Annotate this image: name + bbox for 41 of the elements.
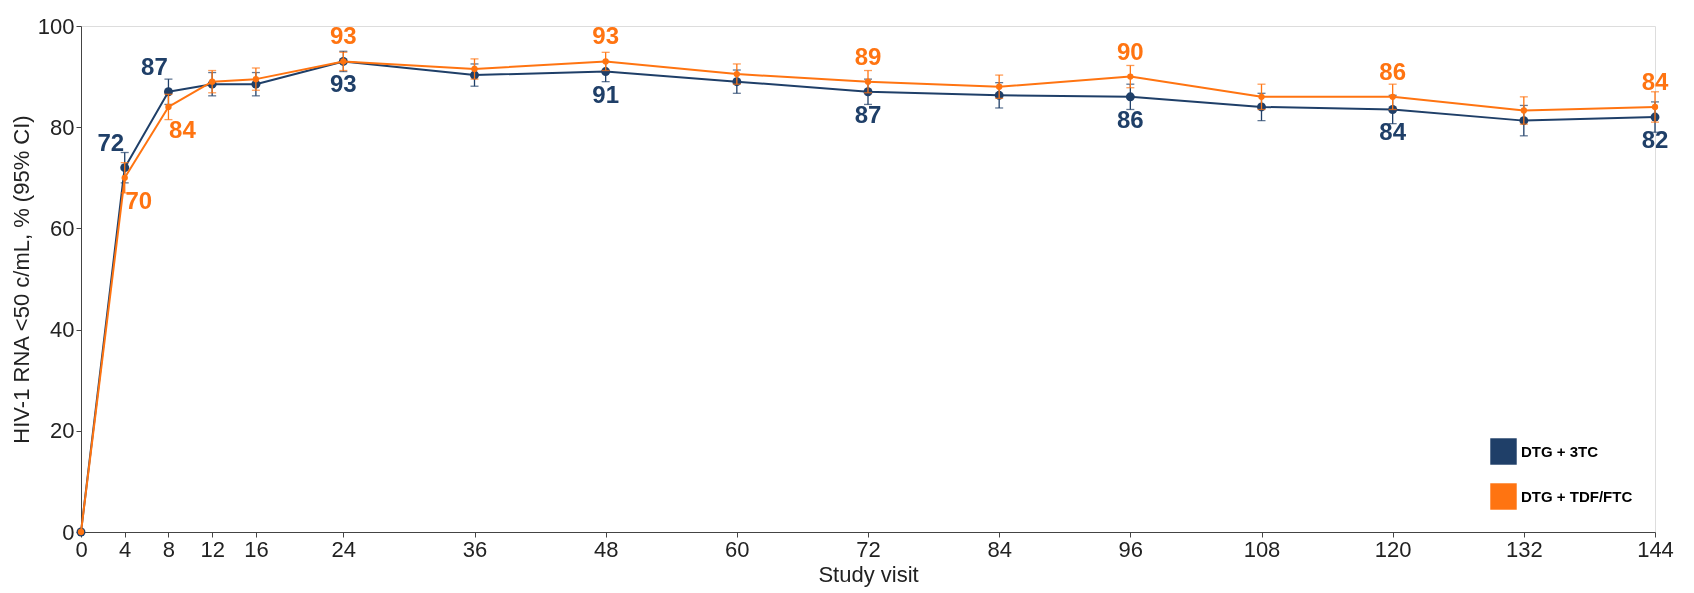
data-label: 86 [1379,57,1407,85]
x-tick-label: 16 [244,536,269,562]
y-tick-label: 20 [50,418,75,444]
x-tick-label: 36 [462,536,488,562]
legend-label: DTG + TDF/FTC [1521,487,1633,505]
y-axis-title: HIV-1 RNA <50 c/mL, % (95% CI) [8,115,34,444]
x-tick-label: 120 [1374,536,1412,562]
x-tick-label: 12 [200,536,225,562]
data-label: 87 [141,52,168,80]
data-label: 84 [169,115,197,143]
x-tick-label: 132 [1505,536,1543,562]
data-label: 93 [329,22,357,50]
data-label: 90 [1116,37,1144,65]
data-label: 72 [97,128,125,156]
y-tick-label: 60 [50,215,75,241]
y-tick-label: 80 [50,114,75,140]
data-label: 82 [1641,126,1669,154]
x-tick-label: 48 [593,536,619,562]
data-label: 89 [854,42,882,70]
legend-label: DTG + 3TC [1521,442,1599,460]
x-tick-label: 96 [1118,536,1144,562]
y-tick-label: 100 [37,13,75,39]
x-tick-label: 8 [162,536,176,562]
x-tick-label: 108 [1243,536,1281,562]
data-label: 91 [592,80,620,108]
x-tick-label: 144 [1637,536,1674,562]
data-label: 70 [125,186,153,214]
x-tick-label: 24 [331,536,357,562]
x-tick-label: 84 [987,536,1012,562]
y-tick-label: 40 [50,317,75,343]
x-tick-label: 72 [856,536,881,562]
y-tick-label: 0 [62,519,75,545]
x-tick-label: 4 [119,536,132,562]
x-tick-label: 60 [725,536,750,562]
data-label: 84 [1641,67,1669,95]
data-label: 87 [854,100,882,128]
data-label: 93 [329,70,357,98]
data-label: 84 [1379,118,1407,146]
x-axis-title: Study visit [818,561,919,587]
data-label: 93 [592,22,620,50]
data-label: 86 [1116,105,1144,133]
